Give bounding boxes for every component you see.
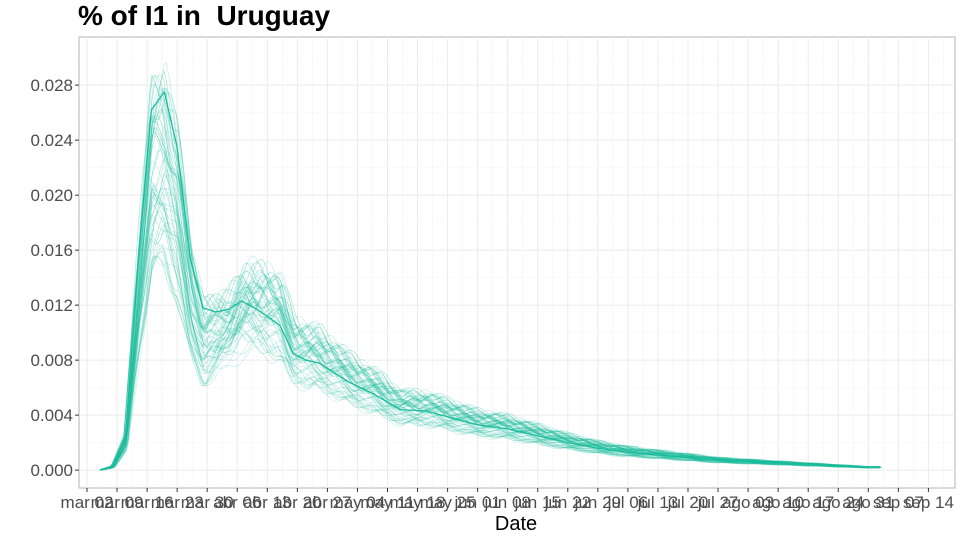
y-tick-label: 0.016 [30, 241, 73, 260]
ensemble-line [99, 83, 880, 471]
x-tick-label: mar 30 [181, 493, 234, 512]
x-tick-label: abr 27 [303, 493, 351, 512]
plot-panel [78, 36, 956, 489]
ensemble-line [99, 158, 880, 471]
x-tick-label: mar 16 [121, 493, 174, 512]
highlighted-series-line [99, 90, 882, 471]
ensemble-line [99, 92, 880, 471]
y-tick-label: 0.008 [30, 351, 73, 370]
ensemble-line [99, 101, 880, 471]
ensemble-line [99, 187, 880, 471]
x-tick-label: ago 03 [722, 493, 774, 512]
y-tick-label: 0.004 [30, 406, 73, 425]
ensemble-line [99, 127, 880, 471]
chart-title: % of I1 in Uruguay [78, 0, 331, 31]
x-tick-label: ago 10 [752, 493, 804, 512]
x-tick-label: may 18 [390, 493, 446, 512]
x-tick-label: mar 02 [61, 493, 114, 512]
x-tick-label: abr 13 [243, 493, 291, 512]
x-tick-label: jun 29 [574, 493, 621, 512]
x-tick-label: ago 24 [812, 493, 864, 512]
ensemble-line [99, 86, 880, 471]
ensemble-line [99, 188, 880, 471]
ensemble-line [99, 134, 880, 470]
x-tick-label: may 04 [330, 493, 386, 512]
ensemble-line [99, 62, 880, 471]
y-tick-label: 0.024 [30, 131, 73, 150]
x-tick-label: ago 31 [842, 493, 894, 512]
x-tick-label: sep 14 [903, 493, 954, 512]
ensemble-line [99, 87, 880, 470]
ensemble-line [99, 193, 880, 471]
ensemble-line [99, 128, 880, 471]
y-tick-label: 0.028 [30, 76, 73, 95]
x-axis-title: Date [495, 513, 537, 535]
y-tick-label: 0.012 [30, 296, 73, 315]
ensemble-line [99, 255, 880, 471]
highlighted-series-group [99, 90, 882, 471]
grid-lines [79, 37, 955, 488]
x-tick-label: jun 15 [514, 493, 561, 512]
x-tick-label: jun 22 [544, 493, 591, 512]
x-tick-label: abr 20 [273, 493, 321, 512]
ensemble-line [99, 107, 880, 470]
x-tick-label: jun 08 [484, 493, 531, 512]
ensemble-line [99, 204, 880, 471]
x-tick-label: jul 06 [607, 493, 649, 512]
ensemble-line [99, 125, 880, 471]
ensemble-line [99, 247, 880, 471]
ensemble-line [99, 230, 880, 471]
ensemble-line [99, 175, 880, 471]
ensemble-line [99, 152, 880, 471]
y-axis: 0.000 0.004 0.008 0.012 0.016 0.020 0.024 0.028 [30, 76, 79, 480]
ensemble-line [99, 73, 880, 471]
ensemble-line [99, 255, 880, 471]
ensemble-line [99, 250, 880, 471]
x-tick-label: jul 27 [697, 493, 739, 512]
x-tick-label: may 25 [420, 493, 476, 512]
x-tick-label: mar 09 [91, 493, 144, 512]
x-tick-label: jul 20 [667, 493, 709, 512]
x-tick-label: abr 06 [213, 493, 261, 512]
ensemble-line [99, 117, 880, 470]
ensemble-line [99, 184, 880, 471]
ensemble-line [99, 169, 880, 471]
ensemble-line [99, 131, 880, 471]
y-tick-label: 0.000 [30, 461, 73, 480]
ensemble-line [99, 99, 880, 470]
ensemble-line [99, 74, 880, 471]
ensemble-line [99, 222, 880, 471]
ensemble-line [99, 243, 880, 471]
x-tick-label: sep 07 [873, 493, 924, 512]
y-tick-label: 0.020 [30, 186, 73, 205]
ensemble-line [99, 251, 880, 471]
x-tick-label: may 11 [360, 493, 415, 512]
ensemble-line [99, 69, 880, 471]
ensemble-line [99, 213, 880, 471]
ensemble-line [99, 192, 880, 471]
ensemble-line [99, 120, 880, 471]
ensemble-line [99, 114, 880, 471]
ensemble-line [99, 224, 880, 471]
ensemble-line [99, 255, 880, 471]
ensemble-line [99, 216, 880, 471]
ensemble-line [99, 88, 880, 471]
x-tick-label: mar 23 [151, 493, 204, 512]
x-tick-label: jul 13 [637, 493, 679, 512]
x-tick-label: jun 01 [453, 493, 500, 512]
ensemble-line [99, 187, 880, 471]
x-tick-label: ago 17 [782, 493, 834, 512]
